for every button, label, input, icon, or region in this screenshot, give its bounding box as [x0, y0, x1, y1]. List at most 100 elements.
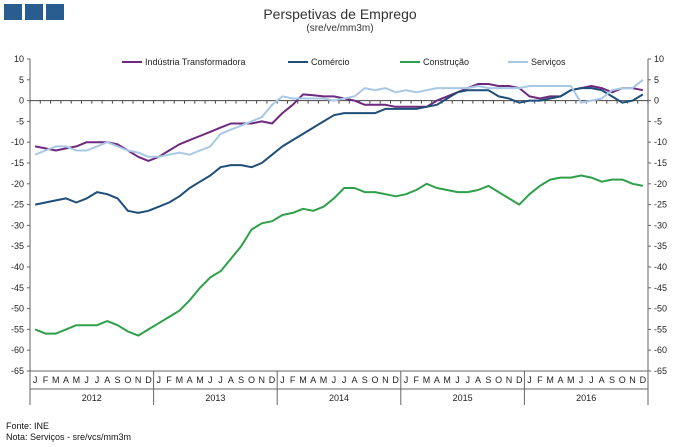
logo-block [25, 4, 43, 20]
y-tick-label-right: -25 [654, 200, 667, 210]
x-tick-label: M [546, 375, 554, 385]
year-label: 2013 [205, 393, 225, 403]
y-tick-label-left: -20 [11, 179, 24, 189]
y-tick-label-right: -5 [654, 116, 662, 126]
legend-label: Comércio [311, 57, 350, 67]
x-tick-label: N [382, 375, 389, 385]
x-tick-label: A [475, 375, 481, 385]
y-tick-label-right: -20 [654, 179, 667, 189]
source-note: Fonte: INE [6, 421, 50, 431]
y-tick-label-left: -5 [16, 116, 24, 126]
x-tick-label: D [516, 375, 523, 385]
x-tick-label: M [567, 375, 575, 385]
y-tick-label-left: -25 [11, 200, 24, 210]
series-line [34, 174, 644, 337]
x-tick-label: D [145, 375, 152, 385]
x-tick-label: A [310, 375, 316, 385]
y-tick-label-right: -65 [654, 366, 667, 376]
x-tick-label: D [640, 375, 647, 385]
series-line [34, 83, 644, 162]
x-tick-label: J [33, 375, 38, 385]
y-tick-label-left: 10 [14, 54, 24, 64]
x-tick-label: M [196, 375, 204, 385]
year-label: 2016 [576, 393, 596, 403]
x-tick-label: O [495, 375, 502, 385]
year-label: 2014 [329, 393, 349, 403]
y-tick-label-left: 0 [19, 96, 24, 106]
series-line [34, 87, 644, 214]
y-tick-label-right: 10 [654, 54, 664, 64]
y-tick-label-right: -10 [654, 137, 667, 147]
legend-label: Indústria Transformadora [145, 57, 246, 67]
chart-title: Perspetivas de Emprego [263, 6, 417, 22]
x-tick-label: N [135, 375, 142, 385]
year-label: 2012 [82, 393, 102, 403]
y-tick-label-right: -35 [654, 241, 667, 251]
chart-subtitle: (sre/ve/mm3m) [306, 23, 374, 34]
x-tick-label: F [537, 375, 543, 385]
chart-footer: Fonte: INE Nota: Serviços - sre/vcs/mm3m [6, 421, 131, 443]
y-tick-label-left: -60 [11, 345, 24, 355]
x-tick-label: F [414, 375, 420, 385]
method-note: Nota: Serviços - sre/vcs/mm3m [6, 432, 132, 442]
logo-block [4, 4, 22, 20]
x-tick-label: D [269, 375, 276, 385]
x-tick-label: J [527, 375, 532, 385]
y-tick-label-left: -65 [11, 366, 24, 376]
x-tick-label: M [320, 375, 328, 385]
y-tick-label-right: -40 [654, 262, 667, 272]
x-tick-label: A [599, 375, 605, 385]
x-tick-label: J [466, 375, 471, 385]
x-tick-label: N [259, 375, 266, 385]
x-tick-label: O [248, 375, 255, 385]
x-tick-label: M [52, 375, 60, 385]
x-tick-label: A [228, 375, 234, 385]
x-tick-label: A [63, 375, 69, 385]
x-tick-label: S [238, 375, 244, 385]
x-tick-label: A [557, 375, 563, 385]
x-tick-label: S [609, 375, 615, 385]
y-tick-label-right: -45 [654, 283, 667, 293]
x-tick-label: D [392, 375, 399, 385]
x-tick-label: O [372, 375, 379, 385]
x-tick-label: J [332, 375, 337, 385]
legend-label: Serviços [531, 57, 566, 67]
x-tick-label: J [589, 375, 594, 385]
brand-logo [4, 4, 64, 20]
x-tick-label: F [166, 375, 172, 385]
x-tick-label: O [619, 375, 626, 385]
y-tick-label-right: 0 [654, 96, 659, 106]
x-tick-label: J [280, 375, 285, 385]
y-tick-label-left: -50 [11, 304, 24, 314]
x-tick-label: M [423, 375, 431, 385]
x-tick-label: J [579, 375, 584, 385]
x-tick-label: A [104, 375, 110, 385]
y-tick-label-right: -30 [654, 220, 667, 230]
x-tick-label: M [443, 375, 451, 385]
y-tick-label-left: -35 [11, 241, 24, 251]
x-tick-label: A [187, 375, 193, 385]
x-tick-label: N [629, 375, 636, 385]
y-tick-label-left: -10 [11, 137, 24, 147]
x-tick-label: J [404, 375, 409, 385]
x-tick-label: S [362, 375, 368, 385]
y-tick-label-left: -40 [11, 262, 24, 272]
y-tick-label-right: -15 [654, 158, 667, 168]
x-tick-label: M [176, 375, 184, 385]
logo-block [46, 4, 64, 20]
x-tick-label: J [84, 375, 89, 385]
x-tick-label: J [157, 375, 162, 385]
y-tick-label-right: -60 [654, 345, 667, 355]
legend-label: Construção [423, 57, 469, 67]
x-tick-label: A [434, 375, 440, 385]
y-tick-label-left: 5 [19, 75, 24, 85]
x-tick-label: M [299, 375, 307, 385]
line-chart: 10 10 5 5 0 0 -5 -5 -10 -10 -15 -15 -20 -20 -25 -25 -30 -… [11, 54, 667, 405]
x-tick-label: J [95, 375, 100, 385]
series-line [34, 79, 644, 158]
y-tick-label-right: -50 [654, 304, 667, 314]
y-tick-label-left: -15 [11, 158, 24, 168]
x-tick-label: J [208, 375, 213, 385]
x-tick-label: M [73, 375, 81, 385]
x-tick-label: N [506, 375, 513, 385]
